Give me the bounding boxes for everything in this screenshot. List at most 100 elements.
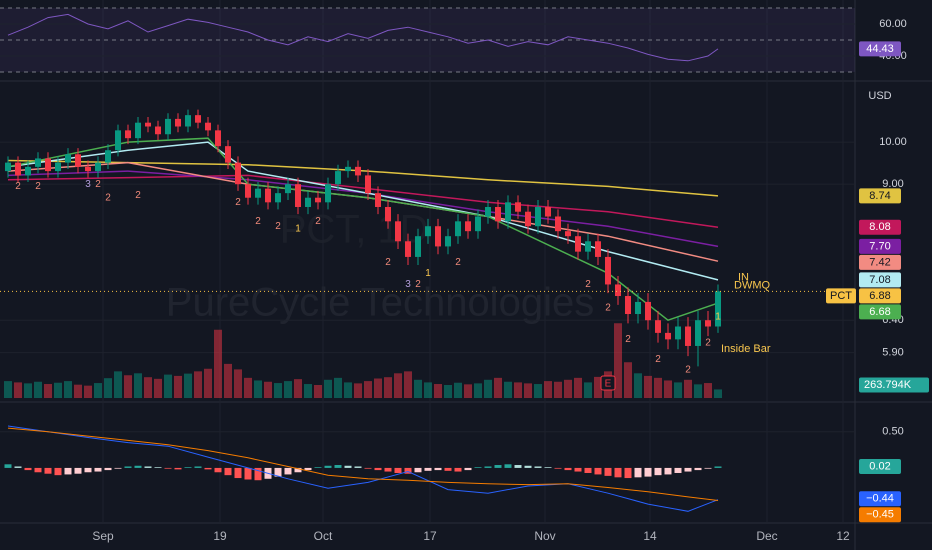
volume-bar bbox=[614, 323, 622, 398]
histogram-bar bbox=[324, 465, 332, 468]
volume-bar bbox=[484, 379, 492, 398]
sequence-label: 2 bbox=[315, 216, 321, 227]
volume-bar bbox=[404, 371, 412, 398]
volume-bar bbox=[644, 375, 652, 398]
x-tick-label: 19 bbox=[213, 529, 227, 543]
histogram-bar bbox=[334, 465, 342, 468]
candle-body bbox=[545, 206, 551, 217]
candle-body bbox=[465, 221, 471, 232]
price-label-bg bbox=[859, 219, 901, 235]
sequence-label: 2 bbox=[625, 334, 631, 345]
histogram-bar bbox=[534, 466, 542, 468]
volume-bar bbox=[594, 376, 602, 398]
sequence-label: 2 bbox=[255, 216, 261, 227]
histogram-bar bbox=[614, 467, 622, 478]
candle-body bbox=[305, 197, 311, 207]
histogram-bar bbox=[64, 467, 72, 475]
histogram-bar bbox=[404, 467, 412, 474]
histogram-bar bbox=[624, 467, 632, 479]
volume-bar bbox=[274, 383, 282, 398]
histogram-bar bbox=[434, 467, 442, 471]
price-label: 8.08 bbox=[869, 221, 890, 233]
histogram-bar bbox=[34, 467, 42, 473]
histogram-bar bbox=[454, 467, 462, 472]
candle-body bbox=[355, 166, 361, 176]
volume-bar bbox=[304, 384, 312, 398]
candle-body bbox=[165, 118, 171, 135]
candle-body bbox=[605, 256, 611, 285]
candle-body bbox=[375, 193, 381, 207]
histogram-bar bbox=[194, 466, 202, 468]
candle-body bbox=[695, 320, 701, 346]
price-label-bg bbox=[859, 238, 901, 254]
candle-body bbox=[525, 211, 531, 227]
sequence-label: 2 bbox=[455, 257, 461, 268]
candle-body bbox=[445, 236, 451, 247]
histogram-bar bbox=[464, 467, 472, 471]
candle-body bbox=[685, 326, 691, 346]
histogram-bar bbox=[504, 464, 512, 468]
sequence-label: 2 bbox=[585, 279, 591, 290]
currency: USD bbox=[868, 90, 891, 102]
volume-bar bbox=[664, 380, 672, 398]
volume-bar bbox=[114, 371, 122, 398]
sequence-label: 2 bbox=[105, 192, 111, 203]
candle-body bbox=[285, 184, 291, 194]
histogram-bar bbox=[54, 467, 62, 476]
volume-bar bbox=[194, 371, 202, 398]
candle-body bbox=[295, 184, 301, 207]
histogram-bar bbox=[274, 467, 282, 477]
candle-body bbox=[335, 171, 341, 185]
candle-body bbox=[415, 236, 421, 257]
candle-body bbox=[425, 226, 431, 237]
volume-bar bbox=[214, 329, 222, 398]
volume-bar bbox=[264, 381, 272, 398]
volume-bar bbox=[324, 379, 332, 398]
sequence-label: 2 bbox=[95, 179, 101, 190]
candle-body bbox=[555, 216, 561, 232]
volume-bar bbox=[44, 384, 52, 398]
candle-body bbox=[185, 115, 191, 127]
price-label: 6.88 bbox=[869, 290, 890, 302]
histogram-bar bbox=[664, 467, 672, 475]
sequence-label: 2 bbox=[135, 190, 141, 201]
x-tick-label: Oct bbox=[314, 529, 333, 543]
price-label: 8.74 bbox=[869, 190, 890, 202]
histogram-bar bbox=[254, 467, 262, 481]
candle-body bbox=[45, 158, 51, 172]
volume-bar bbox=[94, 383, 102, 398]
histogram-bar bbox=[184, 467, 192, 468]
volume-bar bbox=[684, 379, 692, 398]
price-label-bg bbox=[859, 254, 901, 270]
histogram-bar bbox=[204, 467, 212, 470]
rsi-line bbox=[7, 13, 719, 62]
candle-body bbox=[505, 202, 511, 222]
candle-body bbox=[215, 130, 221, 147]
volume-bar bbox=[654, 377, 662, 398]
candle-body bbox=[405, 241, 411, 257]
candle-body bbox=[55, 162, 61, 172]
y-tick-label: 0.50 bbox=[882, 426, 903, 438]
volume-bar bbox=[704, 383, 712, 398]
candle-body bbox=[315, 197, 321, 203]
candle-body bbox=[565, 231, 571, 237]
candle-body bbox=[255, 188, 261, 198]
histogram-bar bbox=[704, 467, 712, 469]
sequence-label: 2 bbox=[275, 221, 281, 232]
annotation: IN bbox=[738, 272, 749, 284]
volume-bar bbox=[554, 381, 562, 398]
sequence-label: 1 bbox=[715, 312, 721, 323]
histogram-bar bbox=[444, 467, 452, 471]
volume-bar bbox=[444, 385, 452, 398]
volume-bar bbox=[24, 383, 32, 398]
volume-bar bbox=[434, 384, 442, 398]
price-label-bg bbox=[859, 272, 901, 288]
candle-body bbox=[645, 301, 651, 321]
histogram-bar bbox=[144, 466, 152, 468]
histogram-bar bbox=[364, 467, 372, 469]
volume-bar bbox=[394, 373, 402, 398]
candle-body bbox=[455, 221, 461, 237]
histogram-bar bbox=[244, 467, 252, 480]
volume-bar bbox=[364, 381, 372, 398]
sequence-label: 2 bbox=[685, 365, 691, 376]
